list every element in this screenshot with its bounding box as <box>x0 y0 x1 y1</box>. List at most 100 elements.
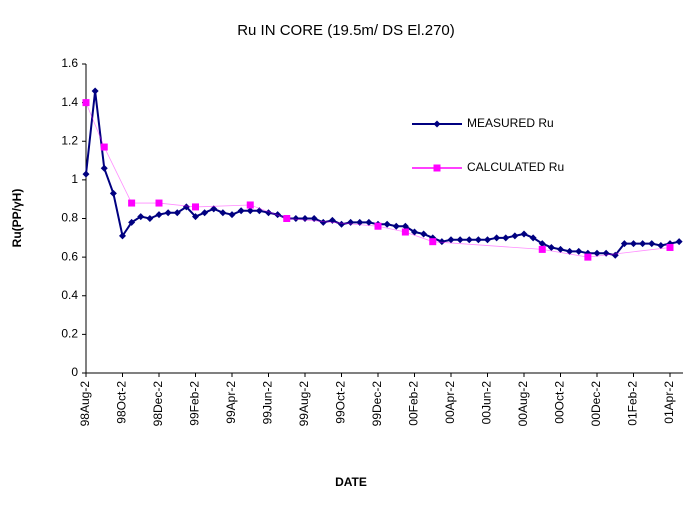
data-point <box>319 218 327 226</box>
data-point <box>338 220 345 228</box>
data-point <box>411 228 418 236</box>
data-point <box>401 228 409 236</box>
data-point <box>274 211 282 219</box>
legend-marker <box>433 164 441 172</box>
data-point <box>182 203 190 211</box>
data-point <box>347 218 355 226</box>
data-point <box>155 199 163 207</box>
data-point <box>219 209 227 217</box>
y-tick-label: 1.4 <box>61 95 78 109</box>
data-point <box>675 238 683 246</box>
x-tick-label: 01Feb-2 <box>626 381 640 426</box>
data-point <box>100 164 108 172</box>
data-point <box>438 238 446 246</box>
data-point <box>401 222 409 230</box>
data-point <box>128 199 136 207</box>
data-point <box>584 253 592 261</box>
data-point <box>511 232 519 240</box>
x-tick-label: 98Dec-2 <box>151 381 165 427</box>
x-tick-label: 01Apr-2 <box>662 381 676 424</box>
data-point <box>246 207 254 215</box>
data-point <box>210 205 218 213</box>
data-point <box>447 236 455 244</box>
data-point <box>538 240 546 248</box>
data-point <box>420 230 428 238</box>
y-tick-label: 1.6 <box>61 56 78 70</box>
x-tick-label: 99Dec-2 <box>370 381 384 427</box>
data-point <box>365 218 373 226</box>
data-point <box>146 215 154 222</box>
data-point <box>529 234 537 242</box>
data-point <box>502 234 510 242</box>
data-point <box>465 236 473 244</box>
x-tick-label: 98Aug-2 <box>78 381 92 427</box>
data-point <box>547 243 555 251</box>
x-axis-label: DATE <box>335 475 367 489</box>
data-point <box>292 215 300 222</box>
x-tick-label: 00Apr-2 <box>443 381 457 424</box>
legend-label: MEASURED Ru <box>467 116 554 130</box>
data-point <box>109 189 117 197</box>
data-point <box>192 203 199 211</box>
data-point <box>265 209 272 217</box>
data-point <box>356 218 364 226</box>
data-point <box>201 209 209 217</box>
data-point <box>82 170 90 178</box>
data-point <box>657 242 665 250</box>
data-point <box>392 222 400 230</box>
data-point <box>620 240 628 248</box>
x-tick-label: 00Oct-2 <box>553 381 567 424</box>
data-point <box>164 209 172 217</box>
x-tick-label: 00Aug-2 <box>516 381 530 427</box>
data-point <box>456 236 464 244</box>
y-tick-label: 0.6 <box>61 249 78 263</box>
data-point <box>520 230 528 238</box>
data-point <box>611 251 619 259</box>
data-point <box>128 218 136 226</box>
data-point <box>228 211 236 219</box>
data-point <box>474 236 482 244</box>
data-point <box>301 215 309 222</box>
y-tick-label: 0.4 <box>61 288 78 302</box>
data-point <box>584 249 592 257</box>
data-point <box>666 243 674 251</box>
legend-label: CALCULATED Ru <box>467 160 564 174</box>
legend-marker <box>433 120 441 128</box>
series-line <box>85 90 680 257</box>
data-point <box>593 249 601 257</box>
data-point <box>538 245 546 253</box>
data-point <box>155 211 163 219</box>
data-point <box>255 207 263 215</box>
data-point <box>493 234 501 242</box>
data-point <box>557 245 564 253</box>
data-point <box>100 143 108 151</box>
data-point <box>137 213 145 221</box>
y-tick-label: 0 <box>71 365 78 379</box>
y-tick-label: 0.8 <box>61 211 78 225</box>
data-point <box>639 240 647 248</box>
x-tick-label: 99Feb-2 <box>188 381 202 426</box>
data-point <box>173 209 181 217</box>
x-tick-label: 00Jun-2 <box>480 381 494 425</box>
data-point <box>310 215 318 222</box>
data-point <box>648 240 656 248</box>
x-tick-label: 99Apr-2 <box>224 381 238 424</box>
data-point <box>237 207 245 215</box>
x-tick-label: 99Jun-2 <box>261 381 275 425</box>
data-point <box>566 247 574 255</box>
data-point <box>246 201 254 209</box>
series-line <box>85 102 671 258</box>
data-point <box>328 216 336 224</box>
y-tick-label: 1.2 <box>61 133 78 147</box>
data-point <box>575 247 583 255</box>
data-point <box>119 232 126 240</box>
data-point <box>192 213 199 221</box>
data-point <box>374 222 382 230</box>
data-point <box>429 238 437 246</box>
data-point <box>383 220 391 228</box>
data-point <box>82 99 90 107</box>
data-point <box>283 215 291 222</box>
data-point <box>91 87 99 95</box>
x-tick-label: 99Aug-2 <box>297 381 311 427</box>
